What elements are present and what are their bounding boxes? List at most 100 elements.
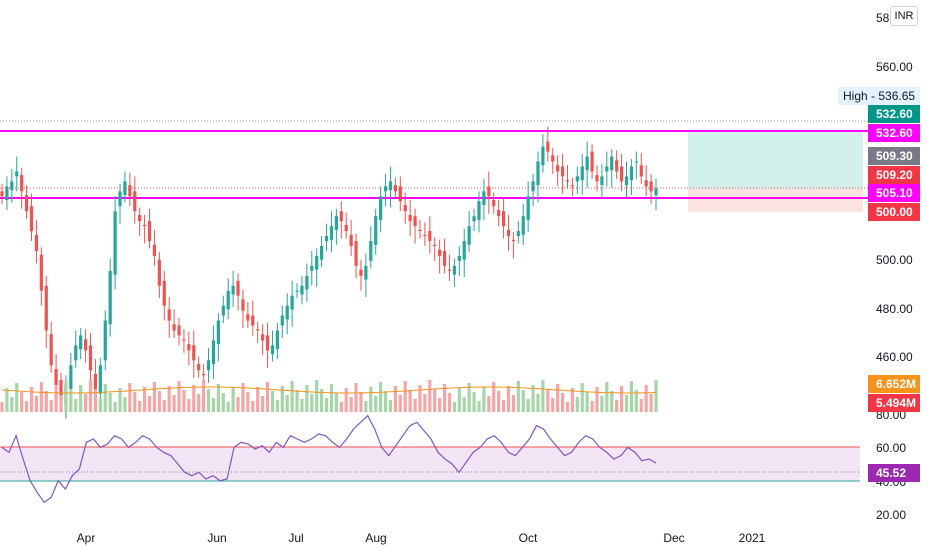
badge-support <box>868 184 920 202</box>
candle-body <box>462 241 466 260</box>
candle-body <box>364 265 368 280</box>
candle-body <box>143 224 147 227</box>
volume-bar <box>398 395 402 412</box>
volume-bar <box>20 392 24 412</box>
volume-bar <box>600 396 604 412</box>
candle-body <box>177 325 181 336</box>
badge-resistance <box>868 124 920 142</box>
candle-body <box>388 181 393 191</box>
badge-stop-text: 500.00 <box>876 205 913 219</box>
candle-body <box>634 161 638 163</box>
volume-bar <box>511 395 515 412</box>
candle-body <box>551 155 555 162</box>
volume-bar <box>354 383 358 412</box>
volume-bar <box>619 386 624 412</box>
candle-body <box>438 249 442 256</box>
volume-bar <box>526 399 530 412</box>
volume-bar <box>226 402 230 412</box>
currency-button[interactable]: INR <box>890 6 918 26</box>
candle-body <box>521 216 525 235</box>
badge-vol-ma <box>868 375 920 393</box>
candle-body <box>275 330 279 350</box>
candle-body <box>334 216 338 230</box>
volume-bar <box>379 382 383 412</box>
stop-zone[interactable] <box>688 189 863 212</box>
volume-bar <box>467 383 471 412</box>
volume-bar <box>157 391 161 412</box>
volume-bar <box>369 387 373 412</box>
candle-body <box>511 239 515 242</box>
volume-bar <box>74 399 78 412</box>
volume-bar <box>654 380 658 412</box>
candle-body <box>610 156 614 171</box>
candle-body <box>310 265 314 271</box>
candle-body <box>197 364 201 371</box>
candle-body <box>69 365 73 389</box>
volume-bar <box>236 397 240 412</box>
volume-bar <box>290 381 294 412</box>
candle-body <box>536 161 540 186</box>
target-zone[interactable] <box>688 131 863 189</box>
volume-bar <box>118 388 122 412</box>
volume-bar <box>462 397 466 412</box>
volume-bar <box>275 400 279 412</box>
candle-body <box>113 211 117 275</box>
time-tick: Jul <box>288 531 303 545</box>
candle-body <box>44 285 48 331</box>
candle-body <box>128 185 132 197</box>
candle-body <box>231 285 235 295</box>
candle-body <box>74 345 78 361</box>
time-axis[interactable]: Apr Jun Jul Aug Oct Dec 2021 <box>77 531 766 545</box>
candle-body <box>167 309 171 321</box>
rsi-band <box>0 447 860 481</box>
candle-body <box>133 191 137 212</box>
candle-body <box>285 305 289 320</box>
candle-body <box>280 315 284 326</box>
candle-body <box>403 205 407 212</box>
candle-body <box>305 275 309 290</box>
volume-bar <box>531 385 535 412</box>
volume-bar <box>320 389 324 412</box>
candle-body <box>369 241 373 261</box>
candle-body <box>541 146 545 166</box>
volume-bar <box>251 401 255 412</box>
volume-bar <box>324 398 329 412</box>
candle-body <box>482 191 486 205</box>
candle-body <box>300 285 304 295</box>
candle-body <box>162 280 166 306</box>
candle-body <box>408 214 412 222</box>
candle-body <box>624 176 629 186</box>
candle-body <box>570 185 575 187</box>
volume-bar <box>344 388 348 412</box>
candle-body <box>83 339 88 351</box>
volume-bar <box>556 384 560 412</box>
volume-bar <box>172 395 176 412</box>
candle-body <box>615 160 619 172</box>
candle-body <box>98 365 102 394</box>
volume-bar <box>285 395 289 412</box>
volume-bar <box>123 397 127 412</box>
volume-bar <box>492 382 496 412</box>
volume-bar <box>457 388 461 412</box>
candle-body <box>565 180 570 182</box>
volume-bar <box>103 384 107 412</box>
candle-body <box>202 373 206 376</box>
price-axis-tick: 500.00 <box>876 253 913 267</box>
candle-body <box>546 141 550 152</box>
volume-bar <box>79 385 83 412</box>
candle-body <box>516 231 520 237</box>
volume-bar <box>374 396 378 412</box>
candle-body <box>221 305 225 316</box>
volume-bar <box>177 381 181 412</box>
volume-bar <box>305 385 309 412</box>
volume-bar <box>629 381 634 412</box>
volume-bar <box>246 392 250 412</box>
volume-bar <box>403 381 407 412</box>
volume-bar <box>541 380 545 412</box>
volume-bar <box>231 388 235 412</box>
volume-bar <box>408 390 412 412</box>
badge-support-text: 505.10 <box>876 186 913 200</box>
candle-body <box>383 186 388 192</box>
volume-bar <box>624 395 629 412</box>
